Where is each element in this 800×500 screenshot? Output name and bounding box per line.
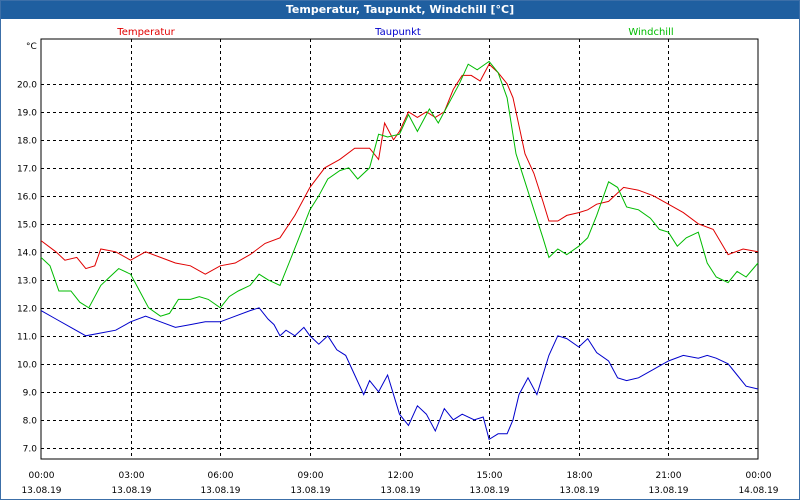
legend-entry-windchill: Windchill xyxy=(628,27,673,38)
x-tick-date: 13.08.19 xyxy=(290,486,330,496)
y-tick-label: 20.0 xyxy=(17,81,37,91)
plot-frame xyxy=(40,38,759,460)
x-tick-date: 13.08.19 xyxy=(469,486,509,496)
y-tick-label: 11.0 xyxy=(17,333,37,343)
x-tick-time: 12:00 xyxy=(388,471,414,481)
legend-entry-temperatur: Temperatur xyxy=(116,27,175,38)
x-tick-time: 18:00 xyxy=(567,471,593,481)
y-tick-label: 15.0 xyxy=(17,221,37,231)
x-tick-time: 00:00 xyxy=(29,471,55,481)
legend-entry-taupunkt: Taupunkt xyxy=(374,27,421,38)
series-line-temperatur xyxy=(40,63,759,275)
axes: 7.0 8.0 9.0 10.0 11.0 12.0 13.0 14.0 15.0 16.0 17.… xyxy=(17,38,779,496)
x-tick-date: 13.08.19 xyxy=(380,486,420,496)
y-tick-label: 7.0 xyxy=(23,445,38,455)
x-tick-time: 09:00 xyxy=(298,471,324,481)
series-lines xyxy=(40,60,759,441)
x-tick-time: 03:00 xyxy=(119,471,145,481)
series-line-taupunkt xyxy=(40,307,759,441)
y-axis-label: °C xyxy=(26,42,37,52)
y-tick-label: 13.0 xyxy=(17,277,37,287)
y-tick-label: 8.0 xyxy=(23,417,38,427)
x-tick-time: 06:00 xyxy=(208,471,234,481)
x-tick-time: 00:00 xyxy=(746,471,772,481)
y-tick-label: 10.0 xyxy=(17,361,37,371)
y-tick-label: 18.0 xyxy=(17,137,37,147)
x-tick-time: 15:00 xyxy=(477,471,503,481)
y-tick-label: 17.0 xyxy=(17,165,37,175)
y-tick-label: 16.0 xyxy=(17,193,37,203)
y-tick-label: 14.0 xyxy=(17,249,37,259)
legend: Temperatur Taupunkt Windchill xyxy=(116,27,673,38)
x-tick-date: 13.08.19 xyxy=(111,486,151,496)
y-tick-label: 9.0 xyxy=(23,389,38,399)
series-line-windchill xyxy=(40,60,759,317)
x-tick-time: 21:00 xyxy=(656,471,682,481)
x-tick-date: 13.08.19 xyxy=(559,486,599,496)
grid xyxy=(41,39,758,459)
x-tick-date: 13.08.19 xyxy=(648,486,688,496)
y-tick-label: 12.0 xyxy=(17,305,37,315)
x-tick-date: 14.08.19 xyxy=(738,486,778,496)
y-tick-label: 19.0 xyxy=(17,109,37,119)
x-tick-date: 13.08.19 xyxy=(200,486,240,496)
chart-title: Temperatur, Taupunkt, Windchill [°C] xyxy=(1,1,799,19)
x-tick-date: 13.08.19 xyxy=(21,486,61,496)
